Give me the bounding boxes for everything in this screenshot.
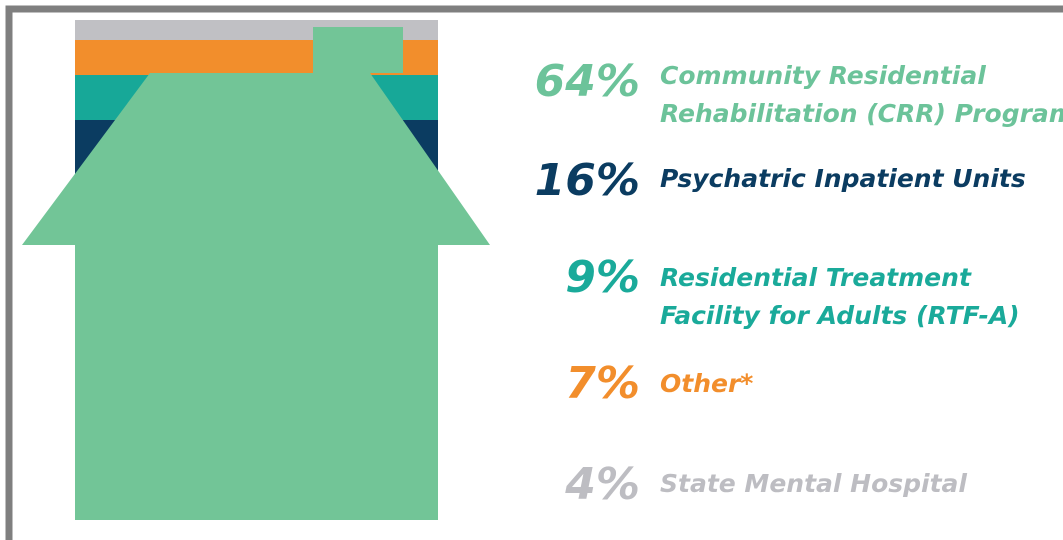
category-label: State Mental Hospital bbox=[660, 469, 967, 498]
percent-label: 4% bbox=[564, 459, 640, 510]
percent-label: 7% bbox=[565, 358, 640, 409]
percent-label: 64% bbox=[535, 56, 640, 107]
house-segment bbox=[22, 27, 490, 520]
category-label: Rehabilitation (CRR) Program bbox=[660, 99, 1063, 128]
category-label: Psychatric Inpatient Units bbox=[660, 164, 1026, 193]
percent-label: 9% bbox=[565, 252, 640, 303]
frame bbox=[5, 5, 1063, 540]
category-label: Community Residential bbox=[660, 61, 986, 90]
category-label: Residential Treatment bbox=[660, 263, 972, 292]
category-label: Facility for Adults (RTF-A) bbox=[660, 301, 1020, 330]
category-label: Other* bbox=[660, 369, 753, 398]
percent-label: 16% bbox=[535, 155, 640, 206]
